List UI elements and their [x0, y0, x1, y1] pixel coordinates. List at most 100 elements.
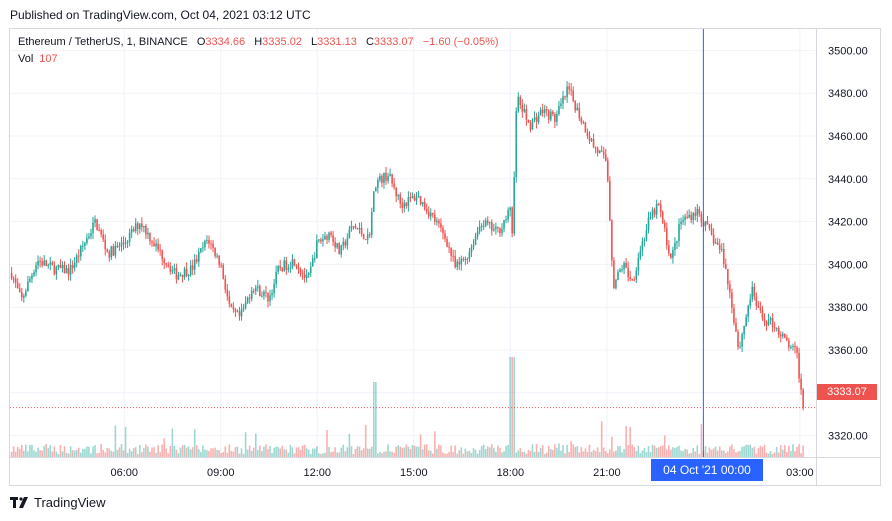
volume-bar [244, 432, 247, 457]
volume-bar [293, 453, 296, 457]
price-axis[interactable]: 3320.003340.003360.003380.003400.003420.… [828, 45, 868, 442]
candle-body [598, 150, 601, 153]
volume-bar [75, 449, 78, 457]
volume-bar [690, 452, 693, 457]
volume-bar [643, 448, 646, 457]
candle-body [191, 265, 194, 270]
candle-body [65, 268, 68, 274]
candle-body [326, 235, 328, 240]
candle-body [535, 117, 538, 123]
volume-bar [411, 445, 414, 457]
volume-bar [336, 452, 338, 457]
candle-body [777, 328, 780, 335]
candle-body [96, 219, 98, 230]
volume-bar [592, 449, 595, 457]
candle-body [609, 180, 611, 221]
volume-bar [202, 445, 204, 457]
candlestick-chart[interactable]: 3320.003340.003360.003380.003400.003420.… [10, 29, 880, 485]
candle-body [252, 290, 255, 292]
time-axis[interactable]: 06:00 09:00 12:00 15:00 18:00 21:00 03:00 [110, 467, 813, 479]
volume-bar [415, 446, 418, 457]
price-tick-label: 3400.00 [828, 259, 868, 271]
candle-body [468, 252, 471, 259]
candle-body [53, 265, 56, 275]
volume-bar [456, 453, 459, 457]
candle-body [735, 322, 737, 332]
volume-bar [198, 449, 200, 457]
volume-bar [417, 446, 420, 457]
chart-frame [9, 28, 881, 486]
volume-bar [397, 445, 400, 457]
volume-bar [531, 444, 534, 457]
volume-bar [427, 450, 430, 457]
volume-bar [647, 445, 650, 457]
candle-body [757, 305, 760, 308]
candle-body [169, 266, 172, 272]
volume-bar [303, 444, 306, 457]
volume-bar [407, 446, 410, 457]
volume-bar [61, 451, 64, 457]
candle-body [100, 230, 102, 235]
volume-bar [698, 453, 701, 457]
volume-bar [334, 447, 336, 457]
candle-body [151, 241, 153, 243]
volume-bar [51, 451, 54, 457]
volume-bar [482, 444, 485, 457]
volume-bar [311, 448, 314, 457]
volume-bar [425, 444, 428, 457]
candle-body [161, 250, 163, 260]
candle-body [401, 203, 404, 208]
candle-body [464, 258, 467, 260]
footer[interactable]: TradingView [10, 495, 106, 510]
candle-body [171, 270, 174, 272]
candle-body [307, 273, 310, 275]
candle-body [773, 327, 776, 329]
volume-bar [611, 436, 613, 457]
volume-bar [668, 445, 670, 457]
volume-bar [629, 426, 631, 457]
candle-body [145, 225, 147, 235]
volume-bar [214, 447, 216, 457]
candle-body [299, 269, 302, 274]
candle-body [653, 209, 656, 215]
candle-body [631, 279, 634, 281]
candle-body [493, 228, 495, 231]
volume-bar [651, 444, 654, 457]
candle-body [491, 222, 493, 231]
volume-bar [446, 453, 448, 457]
volume-bar [568, 451, 570, 457]
volume-bar [462, 453, 465, 457]
volume-bar [195, 445, 198, 457]
volume-bar [672, 447, 674, 457]
candle-body [590, 139, 593, 141]
candle-body [75, 255, 78, 263]
volume-bar [525, 453, 528, 457]
volume-bar [350, 446, 353, 457]
volume-bar [442, 452, 444, 457]
volume-bar [110, 450, 113, 457]
candle-body [303, 274, 306, 279]
volume-bar [486, 446, 489, 457]
volume-bar [47, 448, 50, 457]
candle-body [560, 103, 562, 106]
volume-bar [275, 446, 277, 457]
volume-bar [684, 448, 686, 457]
volume-bar [177, 453, 180, 457]
candle-body [564, 96, 566, 98]
candle-body [582, 122, 585, 124]
volume-bar [138, 445, 141, 457]
volume-bar [267, 449, 269, 457]
candle-body [226, 289, 229, 297]
candle-body [248, 297, 251, 299]
candle-body [118, 245, 121, 247]
volume-bar [171, 428, 174, 457]
volume-bar [468, 450, 471, 457]
volume-bar [517, 450, 520, 457]
volume-bar [507, 444, 509, 457]
volume-bar [45, 444, 47, 457]
volume-bar [615, 450, 617, 457]
candle-body [682, 219, 684, 222]
candle-body [391, 174, 393, 184]
candle-body [580, 118, 583, 123]
candle-body [250, 290, 253, 299]
